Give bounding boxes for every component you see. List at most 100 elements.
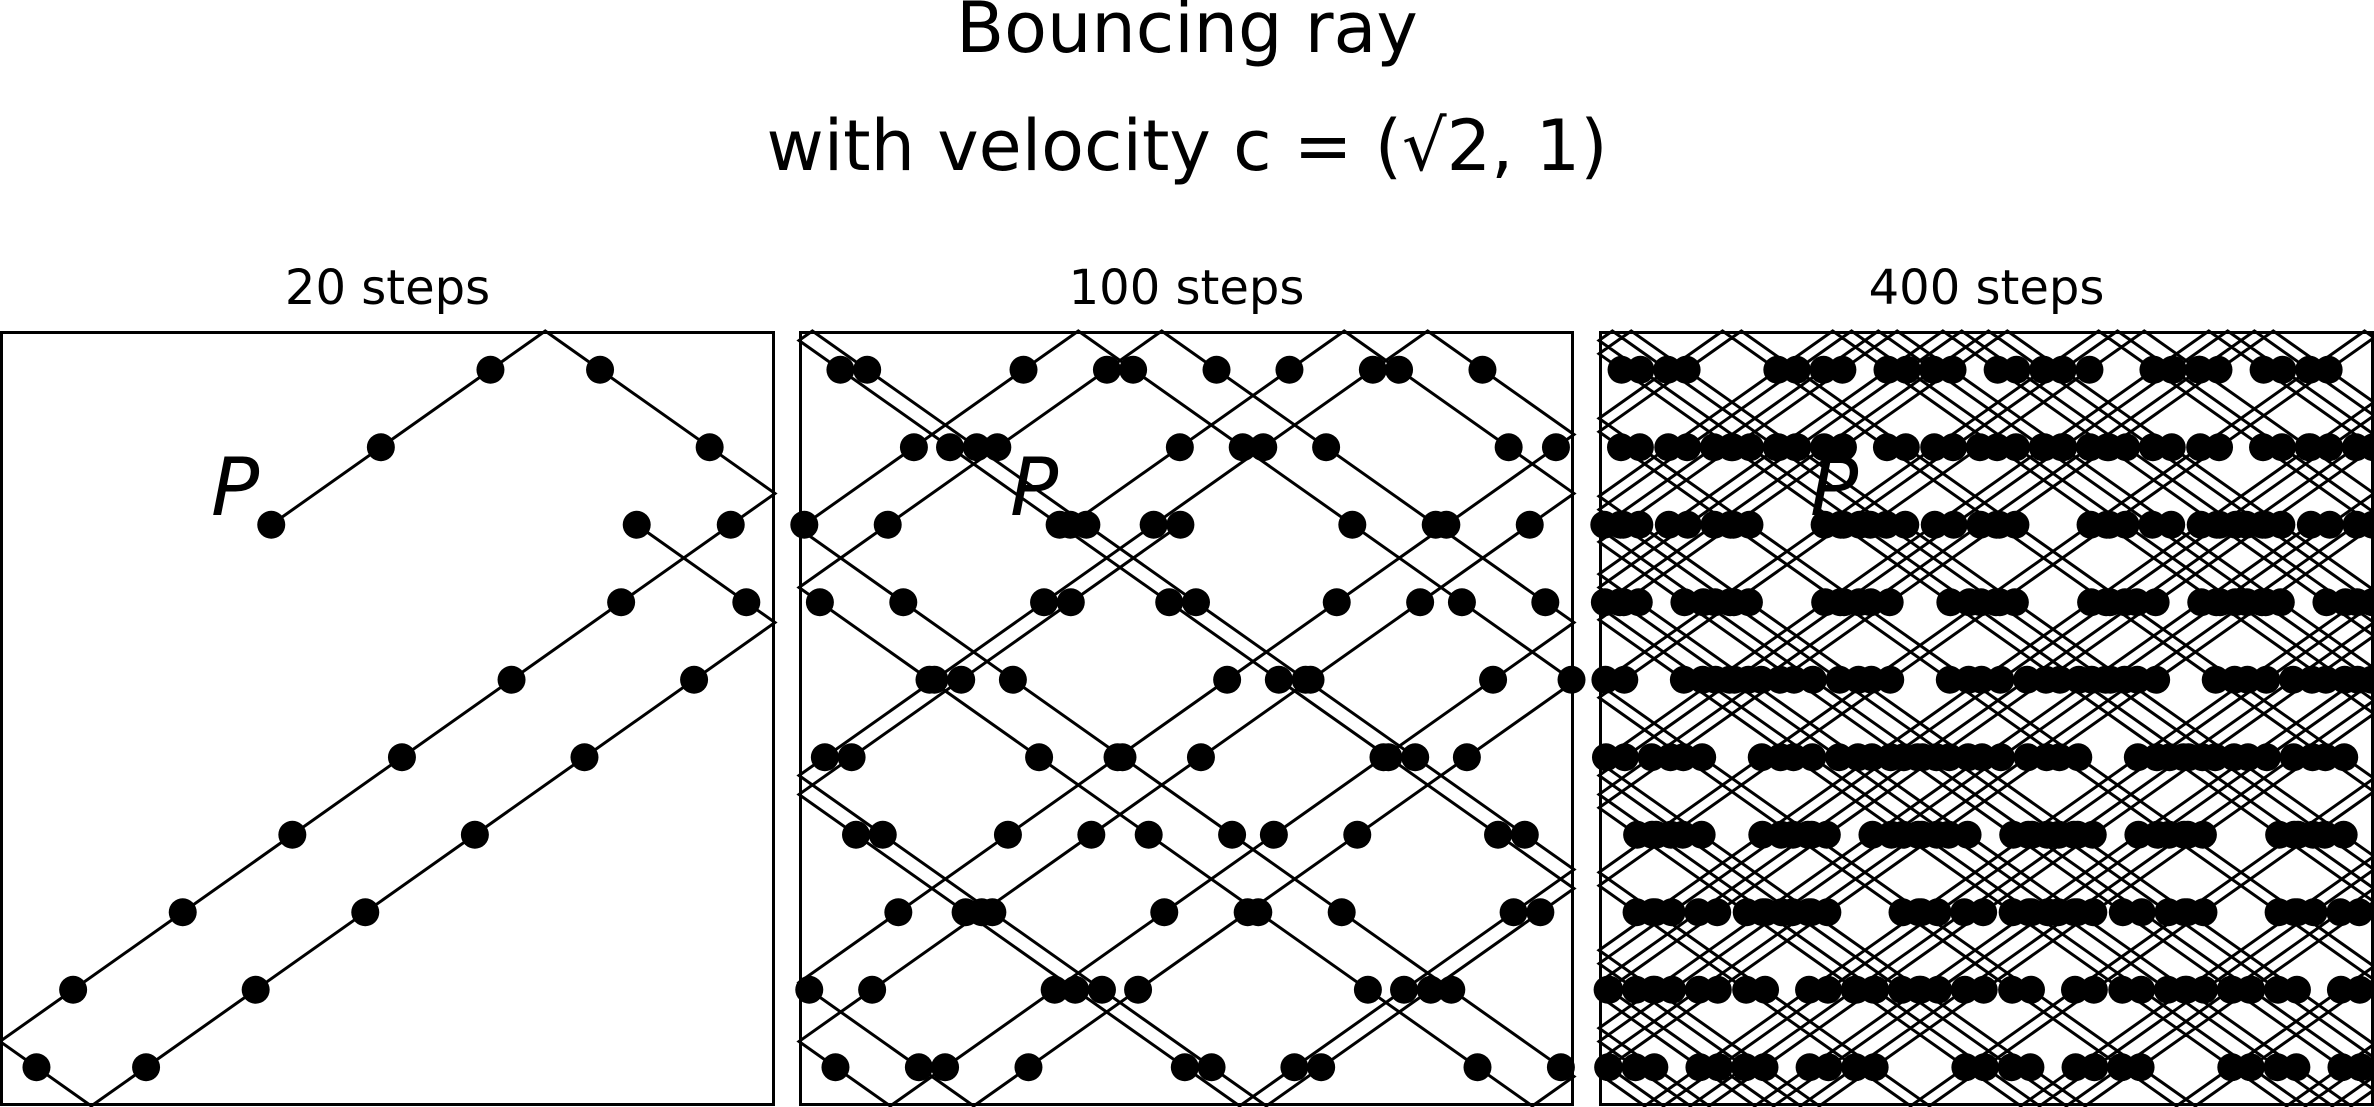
ray-point <box>1609 510 1638 539</box>
ray-point <box>1510 820 1539 849</box>
ray-point <box>1795 975 1824 1004</box>
ray-point <box>2110 665 2139 694</box>
ray-point <box>2218 975 2247 1004</box>
ray-point <box>2217 1053 2246 1082</box>
ray-point <box>1718 433 1747 462</box>
ray-point <box>2048 355 2077 384</box>
ray-point <box>570 743 599 772</box>
ray-point <box>1061 975 1090 1004</box>
ray-point <box>1951 1053 1980 1082</box>
ray-point <box>2188 743 2217 772</box>
ray-point <box>1654 510 1683 539</box>
ray-point <box>1327 898 1356 927</box>
ray-point <box>1922 820 1951 849</box>
figure-subtitle: with velocity c = (√2, 1) <box>766 105 1607 187</box>
ray-point <box>1606 433 1635 462</box>
ray-point <box>2078 820 2107 849</box>
ray-point <box>2093 433 2122 462</box>
ray-point <box>1087 975 1116 1004</box>
ray-point <box>1670 588 1699 617</box>
ray-point <box>2188 820 2217 849</box>
ray-point <box>873 510 902 539</box>
ray-point <box>2266 588 2295 617</box>
ray-point <box>1077 820 1106 849</box>
ray-point <box>168 898 197 927</box>
ray-point <box>1170 1053 1199 1082</box>
ray-point <box>476 355 505 384</box>
ray-point <box>1307 1053 1336 1082</box>
ray-point <box>732 588 761 617</box>
ray-point <box>2233 665 2262 694</box>
ray-point <box>1515 510 1544 539</box>
ray-point <box>951 898 980 927</box>
ray-point <box>2108 898 2137 927</box>
ray-point <box>1452 743 1481 772</box>
ray-point <box>1844 665 1873 694</box>
ray-point <box>1432 510 1461 539</box>
ray-point <box>858 975 887 1004</box>
ray-point <box>2296 510 2325 539</box>
ray-point <box>2016 1053 2045 1082</box>
ray-point <box>1322 588 1351 617</box>
ray-point <box>2251 510 2280 539</box>
ray-point <box>1889 820 1918 849</box>
ray-point <box>1734 665 1763 694</box>
ray-point <box>1874 355 1903 384</box>
ray-point <box>1591 743 1620 772</box>
ray-point <box>2124 820 2153 849</box>
ray-point <box>1165 433 1194 462</box>
ray-point <box>1468 355 1497 384</box>
ray-point <box>2345 975 2374 1004</box>
ray-point <box>1494 433 1523 462</box>
ray-point <box>351 898 380 927</box>
ray-point <box>1920 510 1949 539</box>
ray-point <box>1826 510 1855 539</box>
ray-point <box>1797 898 1826 927</box>
ray-point <box>1607 355 1636 384</box>
ray-point <box>1134 820 1163 849</box>
ray-point <box>1734 588 1763 617</box>
ray-point <box>2343 588 2372 617</box>
start-label: P <box>211 441 260 534</box>
ray-point <box>1437 975 1466 1004</box>
ray-point <box>1072 510 1101 539</box>
ray-point <box>1656 743 1685 772</box>
ray-point <box>1499 898 1528 927</box>
figure-title: Bouncing ray <box>956 0 1418 69</box>
ray-point <box>1999 820 2028 849</box>
ray-point <box>1732 975 1761 1004</box>
ray-point <box>1291 665 1320 694</box>
ray-point <box>1969 975 1998 1004</box>
ray-point <box>2312 588 2341 617</box>
ray-point <box>1654 433 1683 462</box>
ray-point <box>1812 820 1841 849</box>
ray-point <box>1624 588 1653 617</box>
ray-point <box>1259 820 1288 849</box>
ray-point <box>1719 510 1748 539</box>
ray-point <box>2345 898 2374 927</box>
ray-point <box>1763 355 1792 384</box>
ray-point <box>2358 510 2374 539</box>
ray-point <box>1889 743 1918 772</box>
panel-frame <box>0 331 775 1106</box>
ray-point <box>1166 510 1195 539</box>
ray-point <box>497 665 526 694</box>
ray-point <box>1197 1053 1226 1082</box>
ray-point <box>2016 975 2045 1004</box>
ray-point <box>2139 355 2168 384</box>
ray-point <box>2060 975 2089 1004</box>
ray-point <box>1701 665 1730 694</box>
ray-point <box>2204 355 2233 384</box>
ray-point <box>1795 1053 1824 1082</box>
ray-point <box>936 433 965 462</box>
ray-point <box>1228 433 1257 462</box>
ray-point <box>899 433 928 462</box>
ray-point <box>947 665 976 694</box>
ray-point <box>1891 433 1920 462</box>
ray-point <box>1701 588 1730 617</box>
ray-point <box>2280 898 2309 927</box>
ray-point <box>998 665 1027 694</box>
ray-point <box>1876 665 1905 694</box>
ray-point <box>1484 820 1513 849</box>
ray-point <box>1669 665 1698 694</box>
